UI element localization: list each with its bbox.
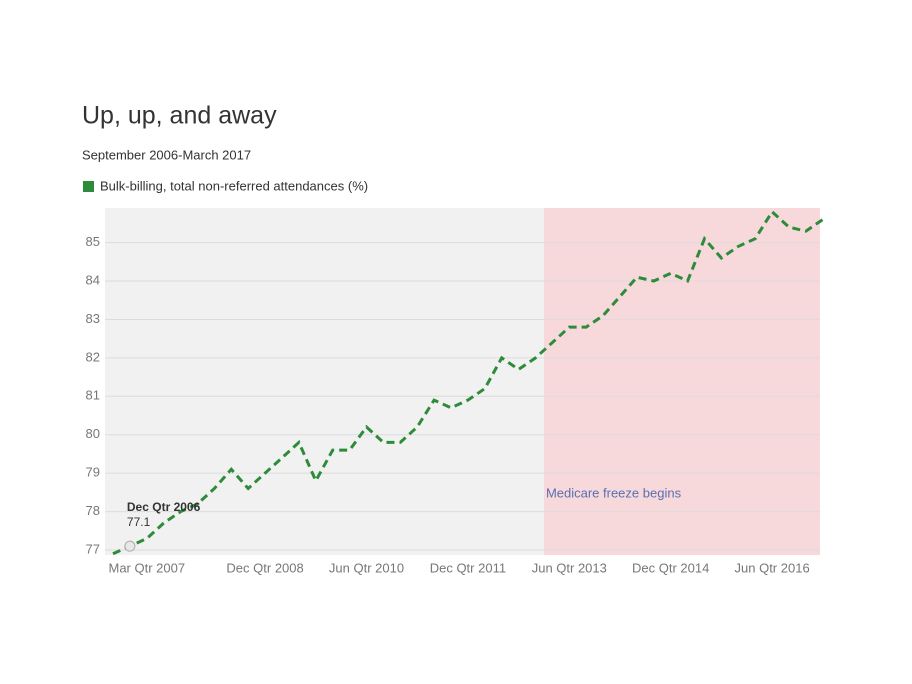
shaded-region — [543, 208, 820, 555]
y-tick-label: 82 — [86, 349, 100, 364]
legend-label: Bulk-billing, total non-referred attenda… — [100, 178, 368, 193]
tooltip-marker — [124, 540, 136, 552]
y-tick-label: 84 — [86, 272, 100, 287]
x-tick-label: Dec Qtr 2014 — [632, 560, 709, 575]
chart-title: Up, up, and away — [82, 102, 277, 130]
x-tick-label: Dec Qtr 2008 — [226, 560, 303, 575]
region-label: Medicare freeze begins — [546, 485, 682, 500]
data-line — [112, 209, 824, 556]
x-tick-label: Mar Qtr 2007 — [109, 560, 186, 575]
y-tick-label: 83 — [86, 311, 100, 326]
y-tick-label: 85 — [86, 234, 100, 249]
tooltip-category: Dec Qtr 2006 — [127, 500, 201, 514]
chart-subtitle: September 2006-March 2017 — [82, 147, 251, 162]
y-tick-label: 79 — [86, 465, 100, 480]
legend-swatch — [83, 181, 94, 192]
y-tick-label: 78 — [86, 503, 100, 518]
tooltip-value: 77.1 — [127, 515, 151, 529]
y-tick-label: 77 — [86, 541, 100, 556]
x-tick-label: Jun Qtr 2016 — [735, 560, 810, 575]
y-tick-label: 81 — [86, 388, 100, 403]
x-tick-label: Jun Qtr 2010 — [329, 560, 404, 575]
y-tick-label: 80 — [86, 426, 100, 441]
x-tick-label: Jun Qtr 2013 — [532, 560, 607, 575]
x-tick-label: Dec Qtr 2011 — [430, 560, 506, 575]
